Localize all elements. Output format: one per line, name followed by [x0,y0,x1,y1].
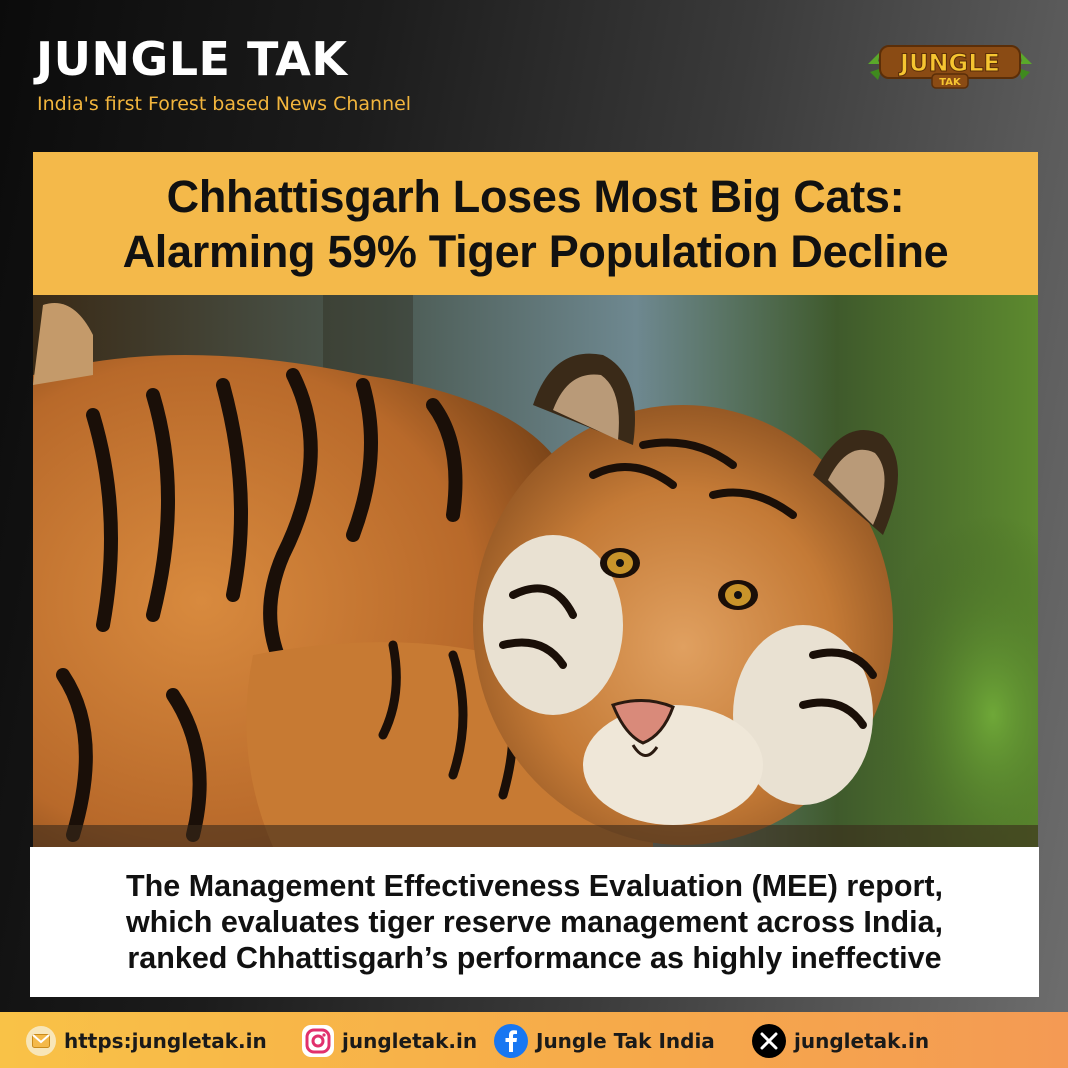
footer-bar [0,1012,1068,1068]
instagram-link[interactable]: jungletak.in [302,1025,477,1057]
logo-text: JUNGLE [898,49,1000,77]
headline-line-2: Alarming 59% Tiger Population Decline [122,225,949,277]
website-link[interactable]: https:jungletak.in [26,1025,267,1057]
logo-subtext: TAK [939,77,962,88]
caption-line-3: ranked Chhattisgarh’s performance as hig… [127,941,942,975]
brand-title: JUNGLE TAK [36,32,348,86]
caption-line-1: The Management Effectiveness Evaluation … [126,869,943,903]
instagram-text: jungletak.in [342,1029,478,1053]
facebook-text: Jungle Tak India [536,1029,715,1053]
website-text: https:jungletak.in [64,1029,267,1053]
caption-box: The Management Effectiveness Evaluation … [30,847,1039,997]
mail-icon [26,1026,56,1056]
jungle-tak-logo[interactable]: JUNGLE TAK [866,38,1034,92]
headline-banner: Chhattisgarh Loses Most Big Cats: Alarmi… [33,152,1038,295]
facebook-link[interactable]: Jungle Tak India [494,1024,715,1058]
tiger-illustration [33,295,1038,847]
logo-graphic: JUNGLE TAK [868,45,1032,89]
facebook-icon [494,1024,528,1058]
x-icon [752,1024,786,1058]
x-link[interactable]: jungletak.in [752,1024,930,1058]
tiger-photo [33,295,1038,847]
brand-tagline: India's first Forest based News Channel [37,93,412,115]
instagram-icon [302,1025,334,1057]
headline-line-1: Chhattisgarh Loses Most Big Cats: [166,170,905,222]
x-text: jungletak.in [794,1029,930,1053]
caption-line-2: which evaluates tiger reserve management… [125,905,944,939]
